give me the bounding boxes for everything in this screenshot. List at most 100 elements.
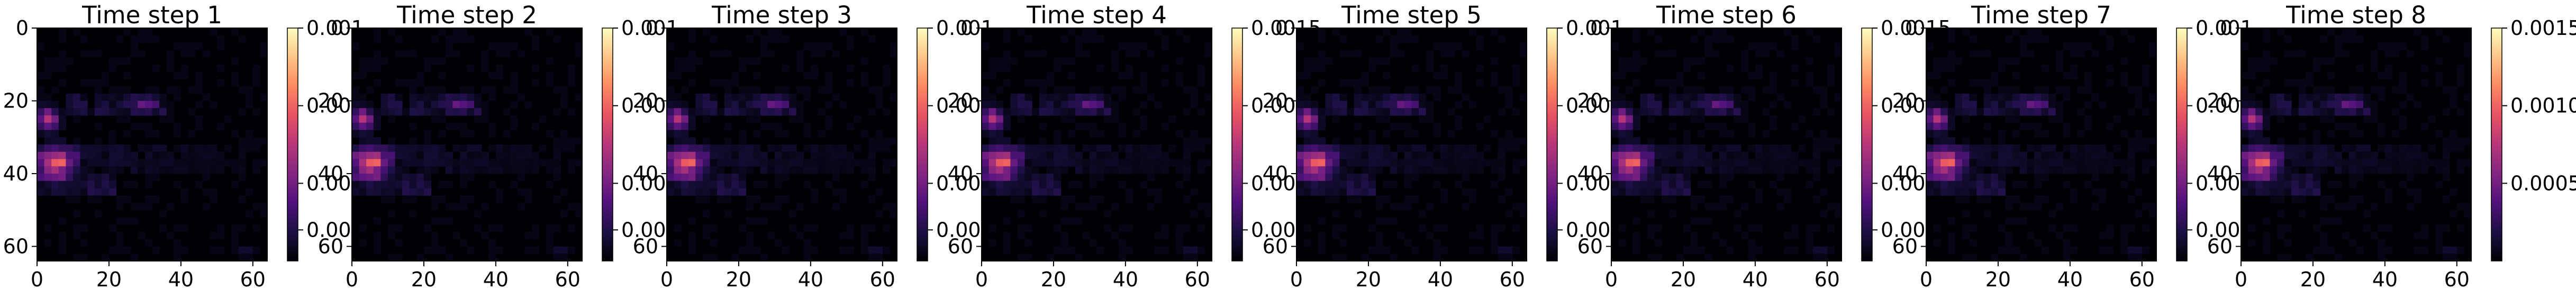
heatmap-cell: [674, 93, 682, 102]
heatmap-cell: [1740, 159, 1748, 167]
heatmap-cell: [152, 64, 160, 73]
heatmap-cell: [2348, 203, 2357, 211]
heatmap-cell: [1161, 151, 1169, 160]
heatmap-cell: [445, 159, 453, 167]
heatmap-cell: [2041, 166, 2049, 174]
heatmap-cell: [431, 203, 439, 211]
heatmap-cell: [2327, 71, 2335, 79]
heatmap-cell: [1325, 101, 1333, 109]
heatmap-cell: [1491, 246, 1499, 254]
heatmap-cell: [80, 188, 88, 196]
heatmap-cell: [1998, 101, 2006, 109]
heatmap-cell: [1806, 28, 1813, 36]
y-tick-label: 60: [318, 235, 343, 258]
heatmap-cell: [1390, 217, 1398, 225]
heatmap-cell: [738, 86, 747, 94]
heatmap-cell: [108, 151, 117, 160]
heatmap-cell: [2027, 203, 2035, 211]
axes-frame: [1926, 28, 2157, 261]
heatmap-cell: [116, 166, 124, 174]
heatmap-cell: [688, 239, 696, 247]
heatmap-cell: [387, 254, 396, 261]
heatmap-cell: [2135, 93, 2143, 102]
heatmap-cell: [1812, 35, 1820, 43]
heatmap-cell: [2450, 93, 2457, 102]
heatmap-cell: [702, 224, 711, 232]
heatmap-cell: [467, 195, 475, 203]
heatmap-cell: [1791, 159, 1799, 167]
heatmap-cell: [531, 79, 540, 87]
heatmap-cell: [495, 195, 504, 203]
heatmap-cell: [2414, 246, 2421, 254]
heatmap-cell: [252, 71, 260, 79]
heatmap-cell: [674, 239, 682, 247]
heatmap-cell: [1632, 159, 1640, 167]
heatmap-cell: [1024, 93, 1032, 102]
heatmap-cell: [982, 174, 990, 182]
heatmap-cell: [2149, 42, 2157, 50]
heatmap-cell: [1075, 50, 1083, 58]
heatmap-cell: [380, 151, 388, 160]
heatmap-cell: [1411, 130, 1419, 138]
heatmap-cell: [2363, 151, 2371, 160]
heatmap-cell: [774, 174, 783, 182]
heatmap-cell: [2091, 93, 2099, 102]
heatmap-cell: [1325, 174, 1333, 182]
heatmap-cell: [1719, 166, 1727, 174]
heatmap-cell: [1375, 203, 1383, 211]
heatmap-cell: [861, 28, 869, 36]
heatmap-cell: [575, 93, 583, 102]
heatmap-cell: [1447, 159, 1455, 167]
heatmap-cell: [724, 180, 732, 189]
heatmap-cell: [1791, 246, 1799, 254]
heatmap-cell: [380, 101, 388, 109]
heatmap-cell: [1755, 166, 1763, 174]
heatmap-cell: [2255, 115, 2263, 123]
heatmap-cell: [1462, 166, 1470, 174]
heatmap-cell: [2334, 151, 2342, 160]
heatmap-cell: [724, 159, 732, 167]
heatmap-cell: [1812, 108, 1820, 116]
heatmap-cell: [832, 93, 840, 102]
heatmap-cell: [252, 137, 260, 145]
heatmap-cell: [753, 246, 761, 254]
heatmap-cell: [702, 174, 711, 182]
heatmap-cell: [1770, 166, 1777, 174]
heatmap-cell: [1618, 174, 1626, 182]
heatmap-cell: [1462, 145, 1470, 152]
heatmap-cell: [366, 64, 374, 73]
heatmap-cell: [2363, 166, 2371, 174]
heatmap-cell: [51, 57, 59, 65]
heatmap-cell: [1003, 239, 1011, 247]
heatmap-cell: [1060, 57, 1068, 65]
heatmap-cell: [575, 50, 583, 58]
heatmap-cell: [731, 108, 739, 116]
heatmap-cell: [2005, 35, 2013, 43]
heatmap-cell: [1053, 93, 1062, 102]
heatmap-cell: [2063, 145, 2071, 152]
heatmap-cell: [1505, 93, 1513, 102]
heatmap-cell: [702, 159, 711, 167]
heatmap-cell: [373, 79, 381, 87]
heatmap-cell: [2135, 86, 2143, 94]
heatmap-cell: [731, 166, 739, 174]
heatmap-cell: [2270, 166, 2278, 174]
heatmap-cell: [2334, 108, 2342, 116]
heatmap-cell: [2378, 93, 2385, 102]
heatmap-cell: [1068, 246, 1076, 254]
heatmap-cell: [431, 108, 439, 116]
heatmap-cell: [1683, 224, 1691, 232]
heatmap-cell: [1512, 159, 1520, 167]
heatmap-cell: [2084, 79, 2092, 87]
heatmap-cell: [1361, 254, 1369, 261]
heatmap-cell: [1017, 159, 1026, 167]
heatmap-cell: [1140, 180, 1148, 189]
heatmap-cell: [1017, 174, 1026, 182]
heatmap-cell: [1060, 93, 1068, 102]
heatmap-cell: [1104, 224, 1112, 232]
heatmap-cell: [2270, 101, 2278, 109]
heatmap-cell: [1734, 108, 1741, 116]
heatmap-cell: [738, 159, 747, 167]
heatmap-cell: [832, 151, 840, 160]
heatmap-cell: [1024, 145, 1032, 152]
